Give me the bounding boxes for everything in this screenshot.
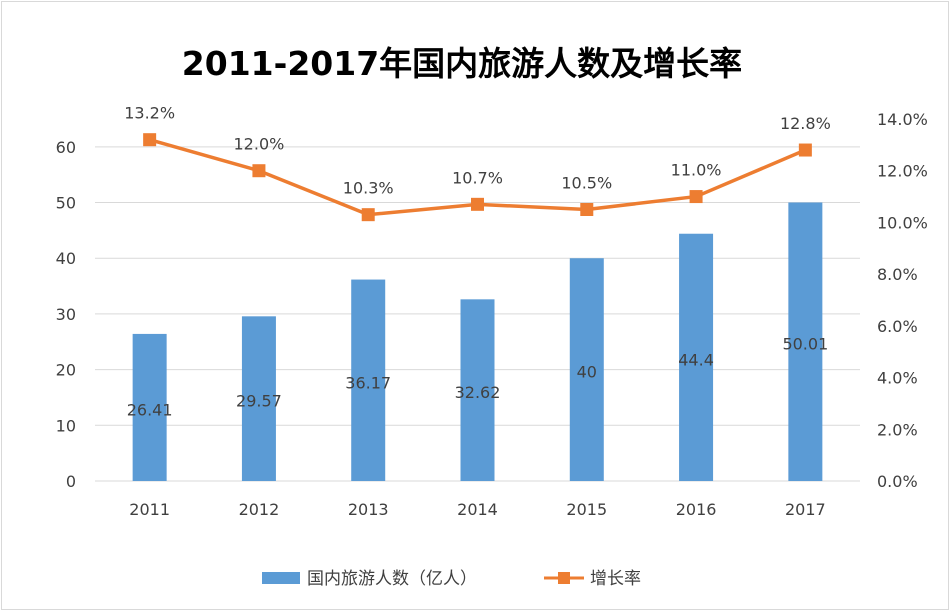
x-axis-tick-label: 2013 (348, 500, 389, 519)
x-axis-tick-label: 2015 (566, 500, 607, 519)
legend-marker-line (558, 572, 570, 584)
right-axis-tick-label: 2.0% (877, 420, 918, 439)
left-axis-tick-label: 30 (56, 305, 76, 324)
right-axis-tick-label: 0.0% (877, 472, 918, 491)
right-axis-tick-label: 8.0% (877, 265, 918, 284)
bar (569, 258, 604, 481)
bar (679, 233, 714, 481)
line-marker (798, 143, 812, 157)
left-axis-tick-label: 50 (56, 194, 76, 213)
x-axis-tick-label: 2016 (676, 500, 717, 519)
x-axis-tick-label: 2014 (457, 500, 498, 519)
line-marker (471, 197, 484, 211)
line-data-label: 10.5% (561, 174, 612, 193)
bar (788, 202, 823, 481)
x-axis-tick-label: 2011 (129, 500, 170, 519)
line-marker (252, 164, 266, 178)
bar-data-label: 44.4 (678, 350, 714, 369)
bar (460, 299, 495, 481)
right-axis-tick-label: 4.0% (877, 369, 918, 388)
left-axis-tick-label: 0 (66, 472, 76, 491)
line-data-label: 12.0% (234, 135, 285, 154)
line-marker (361, 208, 375, 222)
line-marker (580, 203, 594, 216)
right-axis-tick-label: 12.0% (877, 162, 928, 181)
right-axis-tick-label: 10.0% (877, 213, 928, 232)
bar (241, 316, 276, 481)
line-data-label: 10.3% (343, 179, 394, 198)
legend-swatch-bar (262, 572, 300, 584)
bar-data-label: 29.57 (236, 392, 282, 411)
legend-label-line: 增长率 (590, 569, 641, 589)
bar-data-label: 36.17 (345, 373, 391, 392)
right-axis-tick-label: 14.0% (877, 110, 928, 129)
bar-data-label: 50.01 (782, 335, 828, 354)
legend-label-bar: 国内旅游人数（亿人） (307, 569, 477, 589)
bar (351, 279, 386, 481)
line-marker (689, 190, 703, 204)
bar (132, 333, 167, 481)
bar-data-label: 40 (577, 363, 597, 382)
line-data-label: 13.2% (124, 104, 175, 123)
bar-data-label: 26.41 (127, 400, 173, 419)
left-axis-tick-label: 20 (56, 361, 76, 380)
legend: 国内旅游人数（亿人） 增长率 (262, 569, 641, 589)
left-axis-tick-label: 60 (56, 138, 76, 157)
line-data-label: 10.7% (452, 168, 503, 187)
left-axis-tick-label: 40 (56, 249, 76, 268)
bar-data-label: 32.62 (455, 383, 501, 402)
x-axis-tick-label: 2017 (785, 500, 826, 519)
line-data-label: 11.0% (671, 161, 722, 180)
x-axis-tick-label: 2012 (239, 500, 280, 519)
chart-title: 2011-2017年国内旅游人数及增长率 (182, 44, 742, 83)
line-data-label: 12.8% (780, 114, 831, 133)
left-axis-tick-label: 10 (56, 416, 76, 435)
line-marker (143, 133, 157, 147)
right-axis-tick-label: 6.0% (877, 317, 918, 336)
